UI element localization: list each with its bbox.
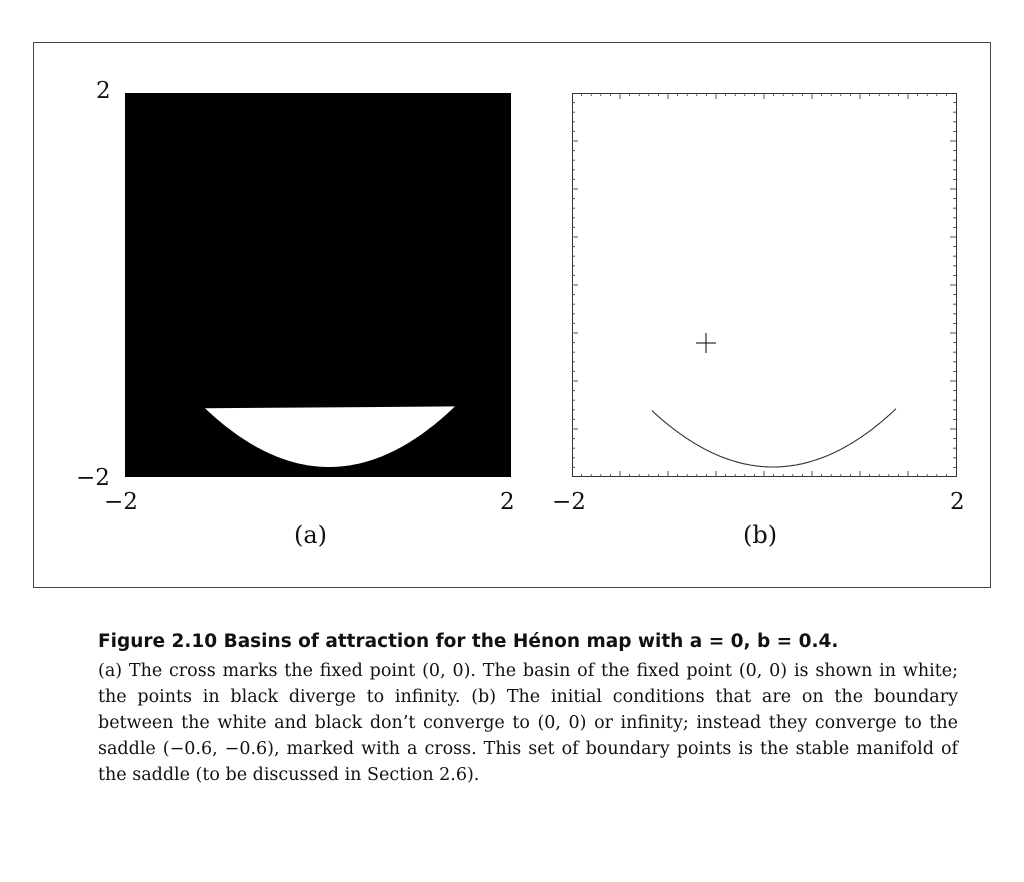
caption-body: (a) The cross marks the fixed point (0, … [98,661,958,785]
panel-a-label: (a) [294,521,328,549]
figure-frame [33,42,991,588]
figure-caption: Figure 2.10 Basins of attraction for the… [98,630,958,788]
panel-b-tick-marks [572,93,956,477]
panel-b-plot [572,93,957,477]
panel-a-plot [125,93,511,477]
panel-b-x-min: −2 [552,489,586,515]
panel-b-axes-box [572,93,957,477]
panel-b-saddle-cross [696,333,716,353]
caption-heading: Figure 2.10 Basins of attraction for the… [98,631,839,652]
panel-a-y-max: 2 [96,78,111,104]
panel-a-y-min: −2 [76,465,110,491]
panel-a-fixed-point-cross [306,273,330,297]
panel-b-label: (b) [743,521,778,549]
panel-b-stable-manifold-curve [651,408,897,468]
panel-a-x-max: 2 [500,489,515,515]
panel-a-x-min: −2 [104,489,138,515]
panel-a-basin-region [205,406,455,467]
panel-b-x-max: 2 [950,489,965,515]
